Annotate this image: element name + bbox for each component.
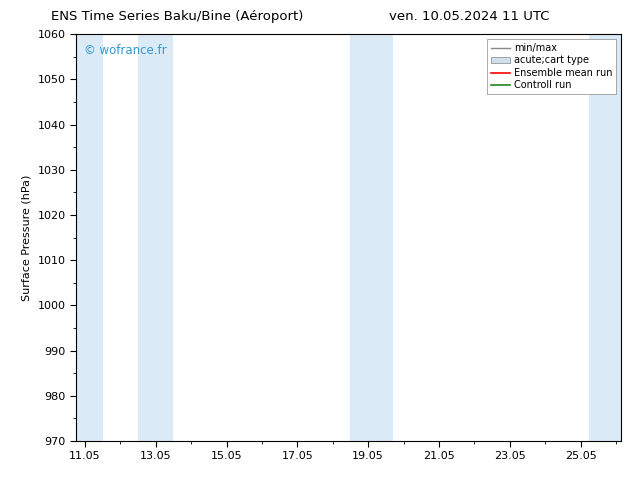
Bar: [351, 34, 386, 441]
Bar: [386, 34, 393, 441]
Text: ven. 10.05.2024 11 UTC: ven. 10.05.2024 11 UTC: [389, 10, 550, 23]
Bar: [76, 34, 103, 441]
Bar: [590, 34, 621, 441]
Bar: [138, 34, 174, 441]
Legend: min/max, acute;cart type, Ensemble mean run, Controll run: min/max, acute;cart type, Ensemble mean …: [487, 39, 616, 94]
Y-axis label: Surface Pressure (hPa): Surface Pressure (hPa): [22, 174, 32, 301]
Text: ENS Time Series Baku/Bine (Aéroport): ENS Time Series Baku/Bine (Aéroport): [51, 10, 304, 23]
Text: © wofrance.fr: © wofrance.fr: [84, 45, 167, 57]
